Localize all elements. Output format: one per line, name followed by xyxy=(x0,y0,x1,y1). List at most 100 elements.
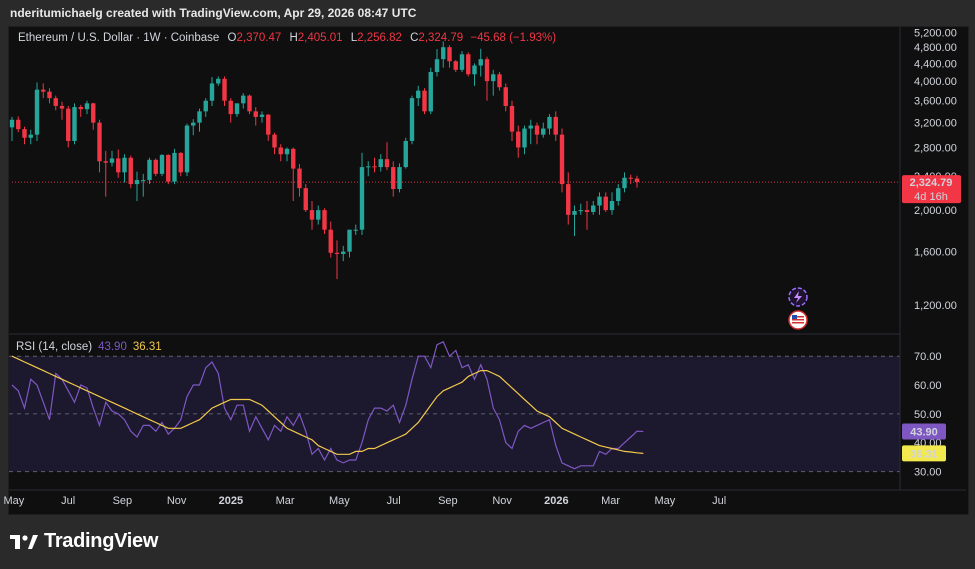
candle-body xyxy=(184,125,190,173)
last-price-label: 2,324.79 xyxy=(910,177,953,189)
time-tick-label: Jul xyxy=(387,495,401,507)
price-tick-label: 1,600.00 xyxy=(914,247,957,259)
time-tick-label: 2026 xyxy=(544,495,568,507)
candle-body xyxy=(122,157,127,173)
rsi-ma-value-tag: 36.31 xyxy=(902,445,946,462)
candle-body xyxy=(384,159,390,168)
candle-body xyxy=(541,128,546,135)
candle-body xyxy=(578,210,583,212)
open-label: O xyxy=(227,32,237,44)
candle-body xyxy=(372,166,377,168)
candle-body xyxy=(347,229,352,252)
candle-body xyxy=(153,159,158,174)
candle-body xyxy=(328,229,333,253)
time-tick-label: Nov xyxy=(167,495,187,507)
candle-body xyxy=(53,98,58,106)
time-tick-label: Nov xyxy=(492,495,512,507)
candle-body xyxy=(584,210,590,212)
countdown-label: 4d 16h xyxy=(914,191,948,203)
candle-body xyxy=(622,177,627,189)
candle-body xyxy=(634,178,640,183)
candle-body xyxy=(378,159,383,168)
candle-body xyxy=(166,154,171,182)
price-tick-label: 3,600.00 xyxy=(914,96,957,108)
time-tick-label: Jul xyxy=(61,495,75,507)
rsi-ma-value-label: 36.31 xyxy=(910,448,938,460)
tradingview-wordmark: TradingView xyxy=(44,530,159,552)
rsi-band-fill xyxy=(9,356,900,472)
candle-body xyxy=(216,78,221,84)
candle-body xyxy=(159,154,165,174)
replay-lightning-icon[interactable] xyxy=(788,287,808,307)
candle-body xyxy=(497,74,502,88)
price-tick-label: 4,000.00 xyxy=(914,76,957,88)
candle-body xyxy=(616,188,621,202)
rsi-tick-label: 50.00 xyxy=(914,409,942,421)
open-value: 2,370.47 xyxy=(236,32,282,44)
candle-body xyxy=(66,108,71,141)
candle-body xyxy=(547,116,552,129)
candle-body xyxy=(459,54,465,70)
time-axis: May Jul Sep Nov 2025 Mar May Jul Sep Nov 2026 Mar Ma… xyxy=(3,495,726,507)
candle-body xyxy=(503,87,508,106)
tradingview-branding[interactable]: TradingView xyxy=(10,530,158,553)
candle-body xyxy=(397,167,402,190)
chart-legend: Ethereum / U.S. Dollar · 1W · Coinbase O… xyxy=(18,32,556,44)
candle-body xyxy=(172,152,177,182)
close-label: C xyxy=(410,32,419,44)
candle-body xyxy=(266,114,271,135)
candle-body xyxy=(322,210,327,230)
candle-body xyxy=(259,114,265,117)
time-tick-label: Mar xyxy=(601,495,620,507)
candle-body xyxy=(22,129,27,138)
candle-body xyxy=(609,201,615,211)
price-tick-label: 4,800.00 xyxy=(914,42,957,54)
candle-body xyxy=(97,122,102,162)
price-tick-label: 5,200.00 xyxy=(914,27,957,39)
time-tick-label: Jul xyxy=(712,495,726,507)
candle-body xyxy=(297,168,302,189)
candle-body xyxy=(234,103,240,115)
high-label: H xyxy=(289,32,298,44)
low-value: 2,256.82 xyxy=(357,32,402,44)
time-tick-label: 2025 xyxy=(219,495,243,507)
candle-body xyxy=(403,140,408,168)
tradingview-logo-icon xyxy=(10,534,38,549)
us-flag-icon[interactable] xyxy=(788,310,808,330)
rsi-line xyxy=(11,340,644,470)
candle-body xyxy=(278,147,283,155)
candle-body xyxy=(428,72,433,112)
candle-body xyxy=(409,98,415,141)
candle-body xyxy=(597,196,602,206)
time-tick-label: May xyxy=(329,495,350,507)
candle-body xyxy=(572,211,577,215)
candle-body xyxy=(141,180,146,182)
rsi-legend-value: 43.90 xyxy=(98,341,127,353)
low-label: L xyxy=(350,32,358,44)
candle-body xyxy=(341,251,346,254)
price-axis: 1,200.001,600.002,000.002,400.002,800.00… xyxy=(914,27,957,312)
last-price-tag: 2,324.79 4d 16h xyxy=(902,175,961,204)
time-tick-label: Sep xyxy=(438,495,458,507)
candle-body xyxy=(284,148,290,155)
candle-body xyxy=(478,59,483,66)
price-tick-label: 3,200.00 xyxy=(914,118,957,130)
candle-body xyxy=(209,83,215,101)
candle-body xyxy=(484,59,490,82)
price-tick-label: 4,400.00 xyxy=(914,58,957,70)
high-value: 2,405.01 xyxy=(297,32,343,44)
candle-body xyxy=(534,125,540,135)
candle-body xyxy=(628,177,633,179)
candle-body xyxy=(447,47,452,62)
candle-body xyxy=(178,152,183,173)
rsi-value-tag: 43.90 xyxy=(902,423,946,440)
candle-body xyxy=(197,111,202,123)
price-tick-label: 2,800.00 xyxy=(914,142,957,154)
candle-body xyxy=(28,134,33,138)
candle-body xyxy=(553,116,558,135)
candle-body xyxy=(103,161,108,163)
candle-body xyxy=(203,100,208,112)
candle-body xyxy=(47,91,52,99)
rsi-tick-label: 60.00 xyxy=(914,380,942,392)
